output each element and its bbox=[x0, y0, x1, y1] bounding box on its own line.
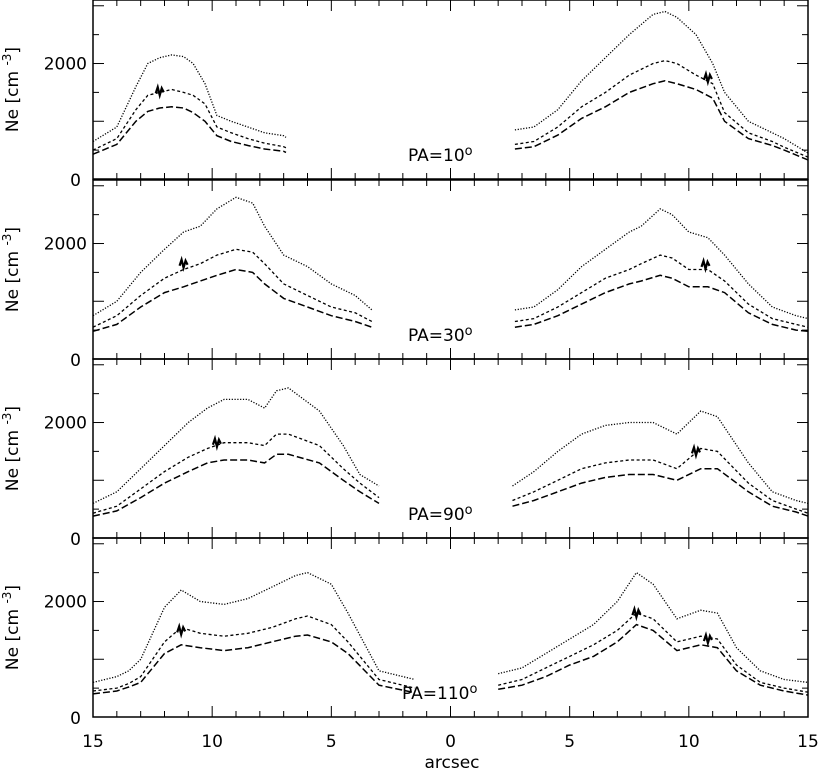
x-tick-label: 5 bbox=[564, 732, 575, 752]
y-tick-label-0: 0 bbox=[70, 171, 81, 191]
series-middle-right bbox=[498, 612, 809, 693]
error-marker bbox=[176, 622, 187, 639]
x-axis-title: arcsec bbox=[424, 753, 479, 771]
x-tick-label: 5 bbox=[326, 732, 337, 752]
series-lower-left bbox=[92, 106, 287, 155]
series-lower-left bbox=[92, 634, 415, 695]
panel-label: PA=30o bbox=[408, 324, 473, 346]
panel-label: PA=110o bbox=[402, 682, 478, 704]
x-tick-label: 15 bbox=[82, 732, 104, 752]
error-marker bbox=[690, 443, 701, 460]
error-marker bbox=[702, 70, 713, 87]
series-middle-left bbox=[92, 615, 415, 692]
y-tick-label-0: 0 bbox=[70, 530, 81, 550]
x-tick-label: 15 bbox=[797, 732, 819, 752]
series-upper-left bbox=[92, 54, 287, 143]
series-upper-right bbox=[514, 10, 809, 154]
error-marker bbox=[631, 605, 642, 622]
series-middle-left bbox=[92, 88, 287, 151]
series-upper-right bbox=[498, 571, 809, 684]
y-tick-label-0: 0 bbox=[70, 351, 81, 371]
y-tick-label-2000: 2000 bbox=[44, 235, 87, 255]
series-upper-right bbox=[512, 410, 809, 505]
series-lower-right bbox=[512, 467, 809, 517]
panel-label: PA=90o bbox=[408, 503, 473, 525]
y-axis-title: Ne [cm -3] bbox=[0, 585, 23, 670]
x-tick-label: 10 bbox=[678, 732, 700, 752]
x-tick-label: 0 bbox=[445, 732, 456, 752]
series-upper-left bbox=[92, 387, 380, 504]
panel-label: PA=10o bbox=[408, 144, 473, 166]
panel-3: 2000 0 Ne [cm -3] PA=90o bbox=[0, 358, 809, 550]
error-marker bbox=[178, 255, 189, 272]
y-tick-label-2000: 2000 bbox=[44, 593, 87, 613]
series-upper-left bbox=[92, 196, 373, 317]
panel-4: 2000 0 Ne [cm -3] PA=110o bbox=[0, 537, 809, 729]
series-middle-left bbox=[92, 248, 373, 328]
series-middle-left bbox=[92, 433, 380, 514]
y-axis-title: Ne [cm -3] bbox=[0, 406, 23, 491]
error-marker bbox=[702, 631, 713, 648]
series-lower-right bbox=[498, 623, 809, 696]
error-marker bbox=[700, 256, 711, 274]
x-tick-label: 10 bbox=[201, 732, 223, 752]
series-middle-right bbox=[512, 447, 809, 514]
panel-1: 2000 0 Ne [cm -3] PA=10o bbox=[0, 0, 809, 191]
y-tick-label-2000: 2000 bbox=[44, 414, 87, 434]
series-upper-left bbox=[92, 571, 415, 684]
series-lower-left bbox=[92, 268, 373, 333]
y-axis-title: Ne [cm -3] bbox=[0, 227, 23, 312]
panel-2: 2000 0 Ne [cm -3] PA=30o bbox=[0, 179, 809, 371]
y-axis-title: Ne [cm -3] bbox=[0, 47, 23, 132]
panels-group: 2000 0 Ne [cm -3] PA=10o 2000 0 Ne [cm -3] PA=3… bbox=[0, 0, 819, 752]
series-lower-left bbox=[92, 453, 380, 517]
series-lower-right bbox=[514, 80, 809, 161]
series-middle-right bbox=[514, 254, 809, 328]
series-upper-right bbox=[514, 208, 809, 320]
error-marker bbox=[211, 434, 222, 451]
error-marker bbox=[154, 83, 165, 100]
y-tick-label-0: 0 bbox=[70, 709, 81, 729]
y-tick-label-2000: 2000 bbox=[44, 55, 87, 75]
series-lower-right bbox=[514, 274, 809, 333]
series-middle-right bbox=[514, 59, 809, 158]
